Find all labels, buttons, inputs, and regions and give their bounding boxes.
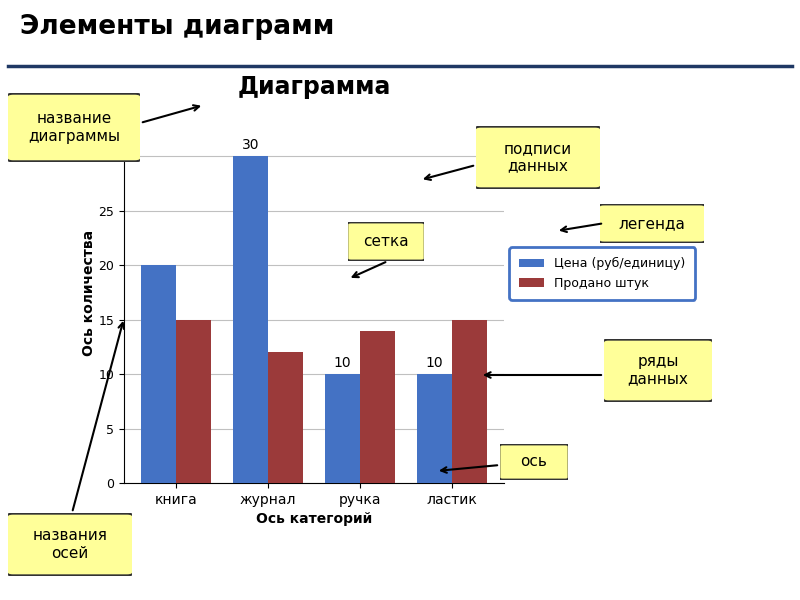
Text: названия
осей: названия осей xyxy=(33,528,107,560)
FancyBboxPatch shape xyxy=(603,340,713,401)
FancyBboxPatch shape xyxy=(6,514,134,575)
Bar xyxy=(176,320,211,483)
Bar xyxy=(325,374,360,483)
Bar xyxy=(142,265,176,483)
Text: 30: 30 xyxy=(242,138,259,152)
FancyBboxPatch shape xyxy=(474,127,602,188)
FancyBboxPatch shape xyxy=(599,205,705,242)
Bar xyxy=(452,320,486,483)
Bar xyxy=(417,374,452,483)
FancyBboxPatch shape xyxy=(347,223,425,260)
Title: Диаграмма: Диаграмма xyxy=(238,74,390,98)
Text: название
диаграммы: название диаграммы xyxy=(28,112,120,143)
FancyBboxPatch shape xyxy=(499,445,569,479)
Text: 10: 10 xyxy=(334,356,351,370)
Bar xyxy=(360,331,395,483)
Text: сетка: сетка xyxy=(363,234,409,249)
Bar xyxy=(233,157,268,483)
Text: легенда: легенда xyxy=(618,216,686,231)
Text: подписи
данных: подписи данных xyxy=(504,141,572,174)
Text: Элементы диаграмм: Элементы диаграмм xyxy=(20,14,334,40)
Text: ось: ось xyxy=(521,455,547,469)
Y-axis label: Ось количества: Ось количества xyxy=(82,229,96,356)
Legend: Цена (руб/единицу), Продано штук: Цена (руб/единицу), Продано штук xyxy=(509,247,695,299)
Text: 10: 10 xyxy=(426,356,443,370)
FancyBboxPatch shape xyxy=(6,94,142,161)
X-axis label: Ось категорий: Ось категорий xyxy=(256,512,372,526)
Text: ряды
данных: ряды данных xyxy=(627,354,689,386)
Bar xyxy=(268,352,303,483)
